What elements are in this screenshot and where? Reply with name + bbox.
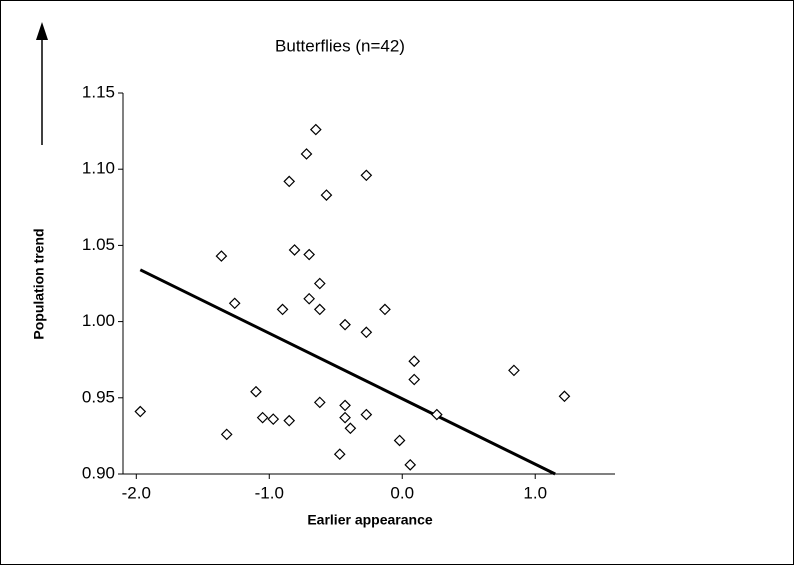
scatter-point [339, 399, 351, 412]
scatter-point [256, 411, 269, 424]
scatter-point [276, 303, 289, 316]
x-tick-label: 1.0 [523, 483, 547, 502]
scatter-point [508, 364, 520, 377]
y-tick-label: 0.90 [82, 463, 115, 482]
scatter-point [339, 411, 351, 424]
scatter-point [283, 175, 296, 188]
scatter-point [220, 428, 233, 441]
arrow-head [36, 22, 48, 40]
scatter-point [339, 318, 351, 331]
x-tick-label: 0.0 [390, 483, 414, 502]
scatter-point [408, 373, 421, 386]
scatter-point [250, 385, 262, 398]
x-axis-label: Earlier appearance [307, 512, 433, 528]
scatter-point [313, 303, 326, 316]
x-tick-label: -1.0 [255, 483, 284, 502]
scatter-point [360, 408, 373, 421]
x-tick-label: -2.0 [122, 483, 151, 502]
y-tick-label: 1.15 [82, 82, 115, 101]
scatter-point [300, 148, 313, 160]
scatter-point [303, 248, 316, 261]
y-tick-label: 1.10 [82, 159, 115, 178]
scatter-point [303, 292, 316, 305]
y-tick-label: 1.05 [82, 235, 115, 254]
scatter-point [313, 396, 326, 409]
scatter-point [228, 297, 241, 310]
scatter-point [283, 414, 296, 427]
scatter-point [344, 422, 357, 435]
y-tick-label: 0.95 [82, 387, 115, 406]
chart-title: Butterflies (n=42) [275, 36, 405, 55]
scatter-point [320, 189, 333, 201]
y-axis-label: Population trend [31, 228, 47, 339]
scatter-point [379, 303, 391, 316]
scatter-point [360, 326, 373, 339]
scatter-point [309, 123, 322, 136]
scatter-point [558, 390, 571, 403]
scatter-point [393, 434, 406, 447]
scatter-point [215, 250, 228, 262]
scatter-point [267, 413, 280, 425]
scatter-point [408, 355, 421, 368]
trend-line [139, 268, 556, 476]
scatter-point [333, 448, 346, 461]
scatter-point [134, 405, 147, 418]
scatter-point [404, 459, 417, 471]
y-tick-label: 1.00 [82, 311, 115, 330]
scatter-point [430, 408, 443, 421]
scatter-point [313, 277, 326, 290]
scatter-point [288, 244, 301, 256]
scatter-point [360, 169, 373, 182]
